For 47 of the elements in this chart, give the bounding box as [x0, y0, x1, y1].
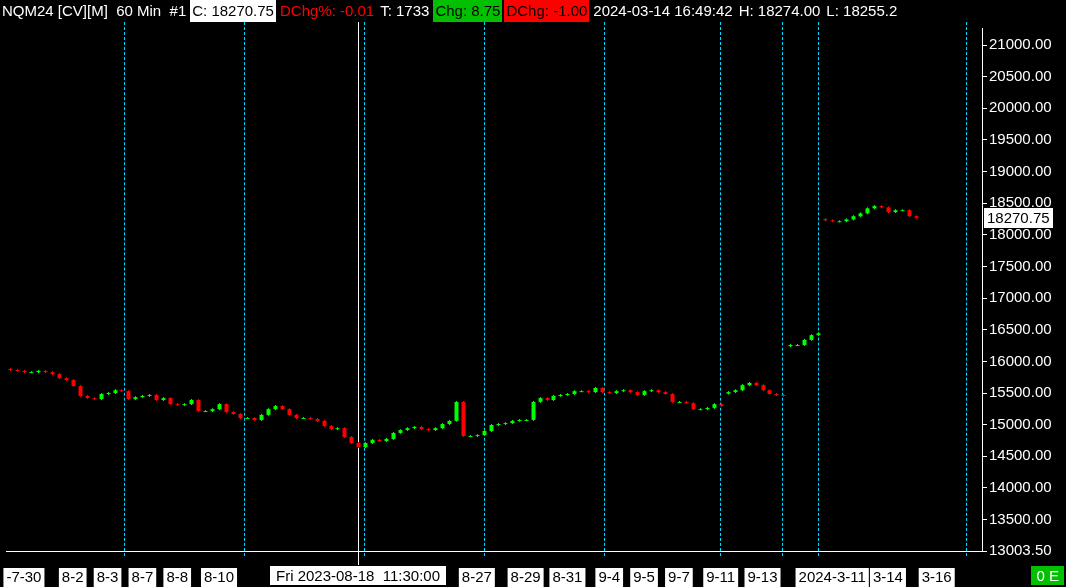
x-tick-label: 8-10 [204, 568, 235, 586]
text: DChg%: -0.01 [277, 0, 377, 22]
x-tick-label: 8-29 [510, 568, 541, 586]
x-tick-label: 8-31 [552, 568, 583, 586]
y-tick-label: 15000.00 [989, 414, 1052, 432]
y-tick-label: 20500.00 [989, 66, 1052, 84]
text: L: 18255.2 [824, 0, 900, 22]
text: 18270.75 [984, 207, 1053, 228]
text: DChg: -1.00 [504, 0, 590, 22]
y-tick-label: 15500.00 [989, 383, 1052, 401]
y-tick-label: 17500.00 [989, 256, 1052, 274]
y-tick-label: 19000.00 [989, 161, 1052, 179]
y-tick-label: 13003.50 [989, 541, 1052, 559]
x-tick-label: 8-8 [166, 568, 189, 586]
y-tick-label: 19500.00 [989, 130, 1052, 148]
x-tick-label: 3-14 [872, 568, 903, 586]
text: H: 18274.00 [736, 0, 823, 22]
x-tick-label: 9-13 [747, 568, 778, 586]
text: Fri 2023-08-18 11:30:00 [269, 565, 447, 586]
text: C: 18270.75 [190, 0, 276, 22]
x-tick-label: 3-16 [921, 568, 952, 586]
x-tick-label: 8-3 [96, 568, 119, 586]
x-tick-label: 8-7 [131, 568, 154, 586]
x-tick-label: 8-2 [61, 568, 84, 586]
y-tick-label: 17000.00 [989, 288, 1052, 306]
y-tick-label: 14000.00 [989, 478, 1052, 496]
y-tick-label: 18000.00 [989, 225, 1052, 243]
text: T: 1733 [378, 0, 432, 22]
x-tick-label: 9-7 [668, 568, 690, 586]
candlestick [454, 400, 459, 423]
y-tick-label: 21000.00 [989, 35, 1052, 53]
y-tick-label: 20000.00 [989, 98, 1052, 116]
y-tick-label: 16000.00 [989, 351, 1052, 369]
text: 2024-03-14 16:49:42 [591, 0, 735, 22]
chart-title: NQM24 [CV][M] 60 Min #1 [0, 0, 189, 22]
y-tick-label: 13500.00 [989, 509, 1052, 527]
x-tick-label: 9-4 [598, 568, 621, 586]
candlestick [531, 400, 536, 422]
x-tick-label: 9-5 [633, 568, 655, 586]
y-tick-label: 14500.00 [989, 446, 1052, 464]
x-tick-label: 8-27 [461, 568, 492, 586]
x-tick-label: -7-30 [6, 568, 42, 586]
text: 0 E [1031, 566, 1064, 585]
x-tick-label: 2024-3-11 [798, 568, 866, 586]
x-tick-label: 9-11 [706, 568, 736, 586]
text: Chg: 8.75 [433, 0, 503, 22]
y-tick-label: 16500.00 [989, 319, 1052, 337]
